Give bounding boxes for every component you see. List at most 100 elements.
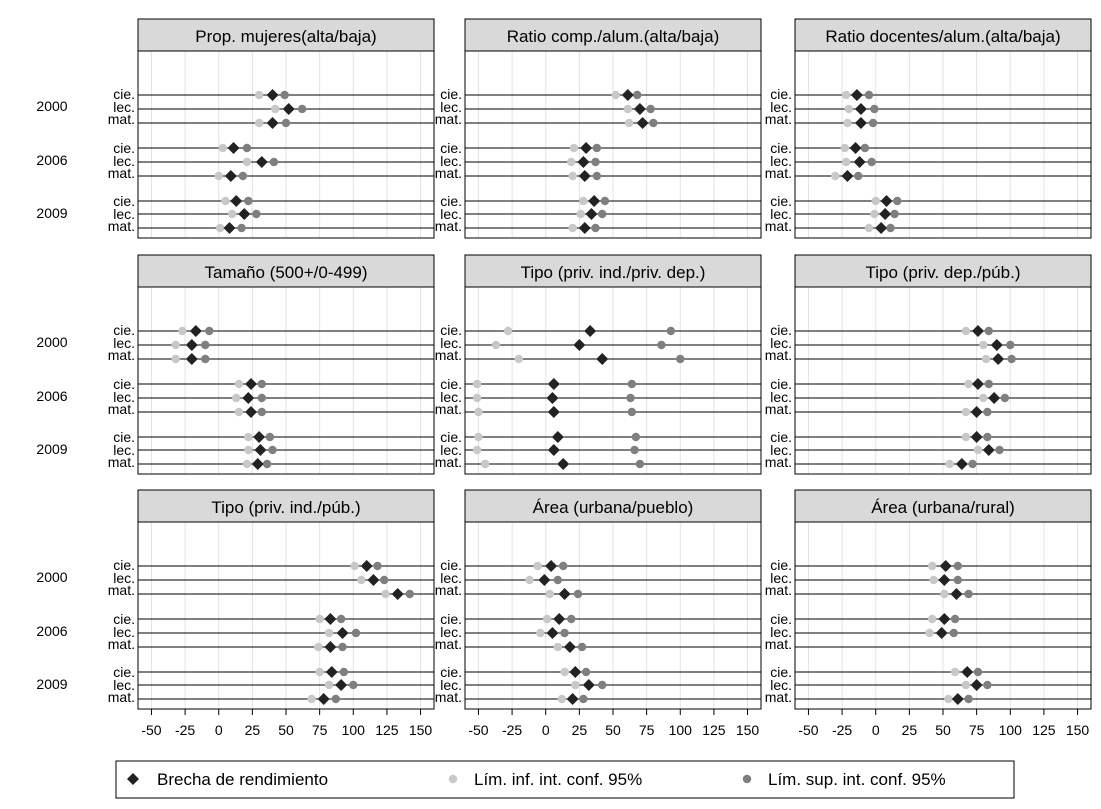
lower-ci-point [576, 209, 585, 219]
subject-label: mat. [765, 218, 792, 234]
gap-point [245, 406, 258, 418]
lower-ci-point [925, 628, 934, 638]
x-tick-label: 150 [409, 722, 433, 738]
gap-point [982, 444, 995, 456]
lower-ci-point [491, 340, 501, 350]
upper-ci-point [630, 445, 639, 455]
upper-ci-point [242, 143, 252, 153]
lower-ci-point [840, 143, 849, 153]
panel-title: Tipo (priv. dep./púb.) [866, 263, 1021, 282]
upper-ci-point [553, 575, 563, 585]
lower-ci-point [254, 90, 264, 100]
gap-point [633, 103, 646, 115]
lower-ci-point [979, 340, 988, 350]
upper-ci-point [559, 561, 568, 571]
upper-ci-point [257, 379, 266, 389]
lower-ci-point [567, 157, 576, 167]
x-tick-label: -50 [798, 722, 818, 738]
lower-ci-point [844, 104, 854, 114]
upper-ci-point [868, 118, 878, 128]
x-tick-label: -25 [832, 722, 852, 738]
upper-ci-point [666, 326, 676, 336]
x-tick-label: 0 [542, 722, 550, 738]
lower-ci-point [472, 393, 482, 403]
lower-ci-point [928, 614, 937, 624]
subject-label: cie. [113, 557, 135, 573]
lower-ci-point [472, 445, 482, 455]
subject-label: cie. [770, 86, 792, 102]
gap-point [580, 142, 593, 154]
gap-point [584, 325, 597, 337]
subject-label: mat. [108, 689, 135, 705]
x-tick-label: 75 [312, 722, 328, 738]
upper-ci-point [268, 445, 277, 455]
lower-ci-point [315, 667, 324, 677]
x-tick-label: 75 [969, 722, 985, 738]
gap-point [850, 89, 863, 101]
subject-label: cie. [113, 611, 135, 627]
gap-point [282, 103, 295, 115]
lower-ci-point [533, 561, 542, 571]
upper-ci-point [984, 379, 993, 389]
lower-ci-point [357, 575, 366, 585]
x-tick-label: 25 [245, 722, 261, 738]
subject-label: lec. [113, 153, 135, 169]
gap-point [939, 560, 952, 572]
lower-ci-point [950, 667, 960, 677]
upper-ci-point [331, 694, 340, 704]
upper-ci-point [577, 642, 587, 652]
lower-ci-point [964, 379, 973, 389]
upper-ci-point [262, 459, 272, 469]
upper-ci-point [598, 680, 607, 690]
upper-ci-point [649, 118, 658, 128]
x-tick-label: 0 [215, 722, 223, 738]
panel-strip [137, 254, 435, 288]
subject-label: lec. [440, 153, 462, 169]
subject-label: cie. [770, 429, 792, 445]
subject-label: lec. [113, 677, 135, 693]
upper-ci-point [567, 614, 576, 624]
subject-label: cie. [113, 664, 135, 680]
x-tick-label: 0 [872, 722, 880, 738]
lower-ci-point [474, 432, 483, 442]
legend-box [115, 760, 1015, 799]
lower-ci-point [254, 118, 264, 128]
lower-ci-point [472, 379, 482, 389]
lower-ci-point [171, 354, 180, 364]
gap-point [317, 693, 330, 705]
lower-ci-point [871, 196, 880, 206]
gap-point [255, 156, 268, 168]
subject-label: mat. [108, 347, 135, 363]
lower-ci-point [870, 209, 879, 219]
upper-ci-point [257, 393, 266, 403]
year-label: 2006 [36, 152, 67, 168]
panel-strip [464, 489, 762, 523]
upper-ci-point [237, 223, 246, 233]
panel-title: Prop. mujeres(alta/baja) [195, 27, 376, 46]
subject-label: lec. [770, 442, 792, 458]
lower-ci-point [624, 118, 634, 128]
gap-point [636, 117, 649, 129]
panel-strip [794, 254, 1092, 288]
upper-ci-point [627, 379, 637, 389]
gap-point [558, 588, 571, 600]
gap-point [880, 195, 893, 207]
subject-label: lec. [440, 206, 462, 222]
gap-point [961, 666, 974, 678]
lower-ci-point [545, 589, 554, 599]
subject-label: cie. [113, 86, 135, 102]
upper-ci-point [1007, 354, 1016, 364]
lower-ci-point [929, 575, 938, 585]
subject-label: mat. [108, 636, 135, 652]
subject-label: mat. [765, 689, 792, 705]
gap-point [546, 627, 559, 639]
lower-ci-point [525, 575, 534, 585]
gap-point [545, 560, 558, 572]
legend-upper-marker [742, 774, 752, 784]
gap-point [551, 431, 564, 443]
subject-label: mat. [765, 165, 792, 181]
subject-label: lec. [770, 389, 792, 405]
upper-ci-point [627, 407, 637, 417]
lower-ci-point [514, 354, 524, 364]
subject-label: mat. [435, 401, 462, 417]
